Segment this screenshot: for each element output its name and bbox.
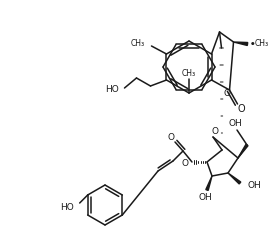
Text: O: O xyxy=(238,104,245,114)
Text: CH₃: CH₃ xyxy=(130,40,145,48)
Text: O: O xyxy=(212,128,219,137)
Text: O: O xyxy=(223,88,230,98)
Text: CH₃: CH₃ xyxy=(182,70,196,79)
Text: CH₃: CH₃ xyxy=(255,39,269,47)
Polygon shape xyxy=(234,42,248,45)
Text: ●: ● xyxy=(251,42,254,46)
Text: HO: HO xyxy=(105,85,119,94)
Text: HO: HO xyxy=(60,203,74,211)
Text: O: O xyxy=(182,159,189,168)
Polygon shape xyxy=(206,176,212,191)
Text: OH: OH xyxy=(198,193,212,202)
Polygon shape xyxy=(228,173,241,184)
Text: OH: OH xyxy=(228,119,242,129)
Text: OH: OH xyxy=(247,181,261,191)
Text: O: O xyxy=(168,133,175,142)
Polygon shape xyxy=(238,144,248,158)
